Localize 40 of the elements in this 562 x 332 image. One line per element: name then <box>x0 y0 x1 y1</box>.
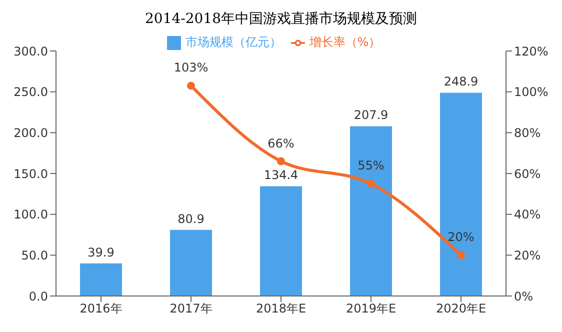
point <box>367 180 375 188</box>
data-label: 248.9 <box>444 74 478 89</box>
y-tick-label: 50.0 <box>21 248 48 262</box>
legend-label: 市场规模（亿元） <box>185 35 282 49</box>
y-tick-label: 250.0 <box>14 85 48 100</box>
y2-tick-label: 60% <box>514 166 541 181</box>
point <box>277 157 285 166</box>
x-tick-label: 2020年E <box>436 302 486 316</box>
y-tick-label: 200.0 <box>14 126 48 140</box>
y2-tick-label: 100% <box>514 85 548 100</box>
bar <box>440 92 482 296</box>
legend-label: 增长率（%） <box>309 35 381 49</box>
x-tick-label: 2018年E <box>256 302 306 316</box>
point <box>187 82 195 90</box>
y-tick-label: 0.0 <box>28 289 48 304</box>
y-tick-label: 300.0 <box>14 44 48 58</box>
y-tick-label: 100.0 <box>14 208 48 222</box>
data-label: 134.4 <box>264 168 298 182</box>
data-label: 207.9 <box>354 108 388 122</box>
y2-tick-label: 40% <box>514 208 541 222</box>
data-label: 103% <box>174 60 208 75</box>
bar <box>80 263 122 296</box>
y-tick-label: 150.0 <box>14 166 48 181</box>
data-label: 55% <box>358 158 384 173</box>
y2-tick-label: 0% <box>514 289 534 304</box>
bar <box>260 186 302 296</box>
point <box>457 251 465 260</box>
data-label: 20% <box>448 230 474 244</box>
y2-tick-label: 20% <box>514 248 541 262</box>
y2-tick-label: 120% <box>514 44 548 58</box>
bar <box>350 126 392 296</box>
data-label: 66% <box>268 136 294 150</box>
y2-tick-label: 80% <box>514 126 541 140</box>
data-label: 80.9 <box>178 212 204 226</box>
x-tick-label: 2019年E <box>346 302 396 316</box>
chart-title: 2014-2018年中国游戏直播市场规模及预测 <box>144 10 418 29</box>
bar <box>170 230 212 296</box>
x-tick-label: 2017年 <box>170 302 212 316</box>
data-label: 39.9 <box>88 245 114 260</box>
x-tick-label: 2016年 <box>80 302 122 316</box>
